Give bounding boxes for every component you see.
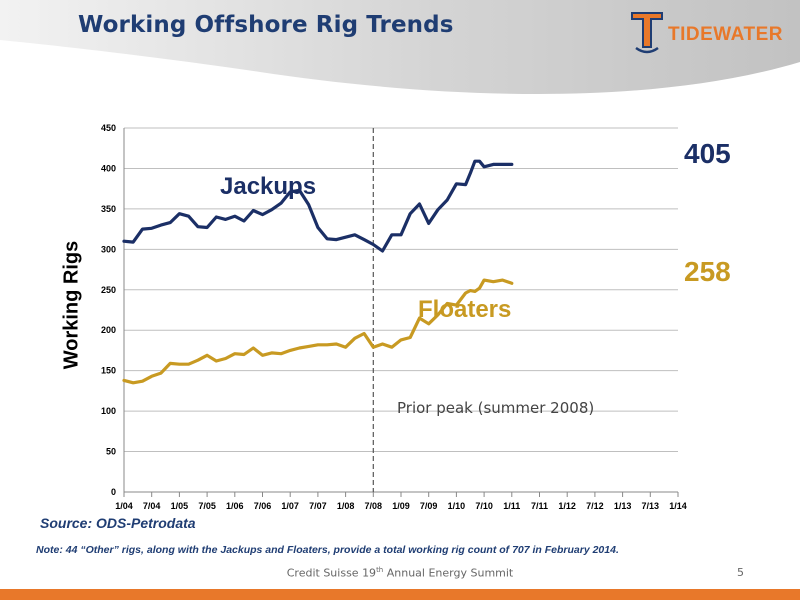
y-tick-label: 250 xyxy=(101,285,116,295)
rig-trend-chart: 0 50 100 150 200 250 300 350 400 450 1/04 7/04 1/05 7… xyxy=(101,123,687,511)
floaters-end-value: 258 xyxy=(684,256,731,287)
y-tick-label: 0 xyxy=(111,487,116,497)
y-tick-label: 200 xyxy=(101,325,116,335)
x-tick-label: 1/11 xyxy=(503,501,520,511)
y-tick-label: 400 xyxy=(101,163,116,173)
tidewater-logo: TIDEWATER xyxy=(630,10,790,56)
x-tick-label: 7/13 xyxy=(642,501,660,511)
x-tick-label: 7/07 xyxy=(309,501,327,511)
y-tick-label: 150 xyxy=(101,366,116,376)
floaters-series-label: Floaters xyxy=(418,296,512,323)
x-tick-label: 7/12 xyxy=(586,501,604,511)
footnote: Note: 44 “Other” rigs, along with the Ja… xyxy=(36,544,619,556)
y-tick-label: 100 xyxy=(101,406,116,416)
y-axis-label: Working Rigs xyxy=(60,240,83,370)
axis-layer: 0 50 100 150 200 250 300 350 400 450 1/04 7/04 1/05 7… xyxy=(101,123,687,511)
x-tick-label: 1/06 xyxy=(226,501,244,511)
header-band xyxy=(0,0,800,95)
x-tick-label: 1/10 xyxy=(448,501,466,511)
footer-accent-bar xyxy=(0,589,800,600)
x-tick-label: 1/08 xyxy=(337,501,355,511)
x-tick-label: 7/08 xyxy=(365,501,383,511)
x-tick-label: 1/04 xyxy=(115,501,133,511)
source-note: Source: ODS-Petrodata xyxy=(40,515,196,531)
x-tick-label: 1/13 xyxy=(614,501,632,511)
x-tick-label: 1/05 xyxy=(171,501,189,511)
tidewater-logo-mark-icon xyxy=(631,12,663,54)
prior-peak-annotation: Prior peak (summer 2008) xyxy=(397,399,595,417)
tidewater-logo-text: TIDEWATER xyxy=(668,24,783,45)
x-tick-label: 7/06 xyxy=(254,501,272,511)
jackups-series-label: Jackups xyxy=(220,173,317,200)
x-tick-label: 1/09 xyxy=(392,501,410,511)
y-tick-label: 300 xyxy=(101,244,116,254)
x-tick-label: 1/14 xyxy=(669,501,687,511)
x-tick-label: 1/12 xyxy=(558,501,576,511)
series-layer xyxy=(122,128,514,492)
page-title: Working Offshore Rig Trends xyxy=(78,12,454,38)
x-tick-label: 7/04 xyxy=(143,501,161,511)
jackups-series-line xyxy=(122,159,514,253)
y-tick-label: 50 xyxy=(106,447,116,457)
page-number: 5 xyxy=(737,566,744,579)
grid-layer xyxy=(124,127,678,453)
y-tick-label: 350 xyxy=(101,204,116,214)
x-tick-label: 7/11 xyxy=(531,501,548,511)
y-tick-label: 450 xyxy=(101,123,116,133)
x-tick-label: 7/05 xyxy=(198,501,216,511)
x-tick-label: 7/10 xyxy=(475,501,493,511)
jackups-end-value: 405 xyxy=(684,138,731,169)
floaters-series-line xyxy=(122,278,514,385)
footer-event-name: Credit Suisse 19th Annual Energy Summit xyxy=(286,566,514,580)
x-tick-label: 7/09 xyxy=(420,501,438,511)
x-tick-label: 1/07 xyxy=(281,501,299,511)
